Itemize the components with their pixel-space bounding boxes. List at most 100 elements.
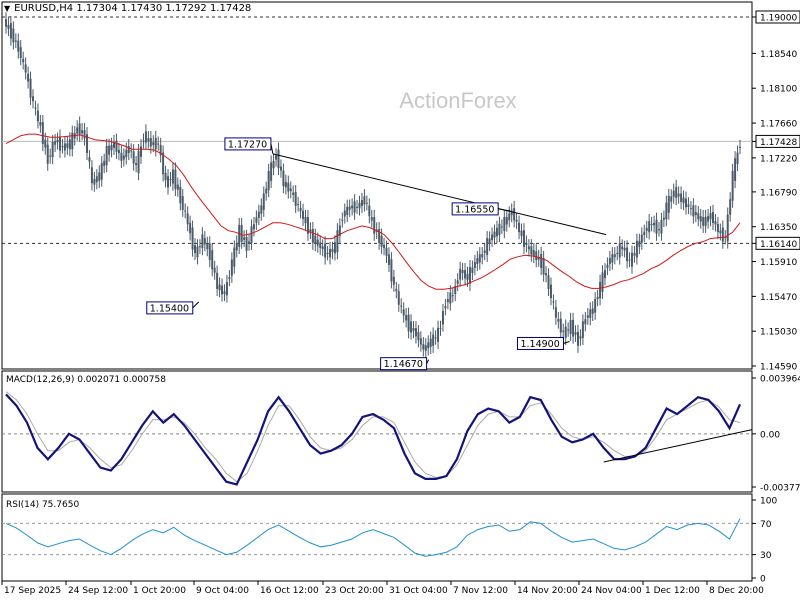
- candle-body: [495, 227, 498, 237]
- candle-body: [699, 216, 702, 222]
- candle-body: [363, 196, 366, 205]
- candle-body: [419, 338, 422, 345]
- candle-body: [240, 224, 243, 242]
- candle-body: [387, 254, 390, 265]
- candle-body: [348, 206, 351, 210]
- candle-body: [692, 205, 695, 217]
- candle-body: [321, 246, 324, 250]
- watermark-text: ActionForex: [399, 88, 516, 113]
- candle-body: [46, 144, 49, 164]
- candle-body: [272, 161, 275, 169]
- candle-body: [154, 137, 157, 150]
- candle-body: [238, 224, 241, 247]
- candle-body: [100, 163, 103, 180]
- candle-body: [493, 231, 496, 238]
- x-tick-label: 24 Sep 12:00: [68, 586, 128, 596]
- candle-body: [424, 345, 427, 351]
- candle-body: [660, 219, 663, 234]
- candle-body: [198, 246, 201, 248]
- candle-body: [17, 40, 20, 52]
- candle-body: [221, 285, 224, 295]
- candle-body: [93, 179, 96, 185]
- candle-body: [360, 200, 363, 206]
- level-annotation-leader: [426, 359, 430, 364]
- candle-body: [108, 145, 111, 155]
- candle-body: [665, 202, 668, 220]
- level-annotation-leader: [498, 208, 511, 212]
- candle-body: [680, 193, 683, 202]
- candle-body: [225, 282, 228, 296]
- candle-body: [324, 243, 327, 258]
- candle-body: [569, 319, 572, 334]
- moving-average-line: [5, 133, 741, 290]
- dropdown-triangle-icon[interactable]: ▼: [4, 4, 11, 13]
- candle-body: [338, 225, 341, 236]
- candle-body: [117, 149, 120, 154]
- candle-body: [682, 197, 685, 204]
- candle-body: [250, 226, 253, 243]
- rsi-title: RSI(14) 75.7650: [6, 500, 79, 510]
- candle-body: [689, 208, 692, 210]
- candle-body: [191, 227, 194, 250]
- candle-body: [549, 284, 552, 299]
- candle-body: [454, 286, 457, 294]
- candle-body: [248, 241, 251, 244]
- candle-body: [68, 139, 71, 150]
- candle-body: [439, 327, 442, 329]
- price-tick-label: 1.16790: [760, 188, 797, 198]
- candle-body: [125, 149, 128, 158]
- candle-body: [194, 245, 197, 253]
- candle-body: [564, 326, 567, 338]
- candle-body: [505, 217, 508, 225]
- candle-body: [59, 136, 62, 151]
- candle-body: [395, 288, 398, 292]
- candle-body: [385, 247, 388, 256]
- candle-body: [267, 171, 270, 191]
- candle-body: [621, 246, 624, 250]
- candle-body: [351, 205, 354, 209]
- candle-body: [596, 296, 599, 300]
- candle-body: [223, 291, 226, 294]
- candle-body: [702, 217, 705, 226]
- candle-body: [714, 221, 717, 225]
- rsi-tick-label: 100: [760, 497, 777, 507]
- candle-body: [581, 321, 584, 338]
- candle-body: [437, 327, 440, 342]
- candle-body: [510, 210, 513, 216]
- candle-body: [86, 134, 89, 153]
- candle-body: [353, 201, 356, 213]
- candle-body: [672, 190, 675, 197]
- rsi-line: [5, 518, 741, 557]
- candle-body: [213, 267, 216, 273]
- candle-body: [432, 334, 435, 346]
- candle-body: [95, 176, 98, 183]
- candle-body: [734, 158, 737, 181]
- candle-body: [716, 223, 719, 233]
- candle-body: [603, 270, 606, 279]
- candle-body: [466, 273, 469, 280]
- candle-body: [314, 235, 317, 245]
- candle-body: [19, 47, 22, 58]
- candle-body: [667, 195, 670, 213]
- candle-body: [14, 40, 17, 42]
- x-tick-label: 7 Nov 12:00: [453, 586, 508, 596]
- candle-body: [412, 328, 415, 332]
- x-tick-label: 1 Oct 20:00: [133, 586, 186, 596]
- candle-body: [176, 184, 179, 190]
- candle-body: [417, 332, 420, 341]
- candle-body: [606, 264, 609, 269]
- candle-body: [675, 186, 678, 199]
- candle-body: [530, 246, 533, 255]
- candle-body: [110, 144, 113, 151]
- candle-body: [628, 259, 631, 261]
- candle-body: [184, 210, 187, 212]
- candle-body: [513, 208, 516, 221]
- candle-body: [113, 141, 116, 148]
- candle-body: [589, 309, 592, 319]
- candle-body: [554, 307, 557, 318]
- candle-body: [392, 276, 395, 285]
- candle-body: [162, 152, 165, 175]
- candle-body: [235, 242, 238, 251]
- candle-body: [535, 251, 538, 261]
- candle-body: [44, 139, 47, 148]
